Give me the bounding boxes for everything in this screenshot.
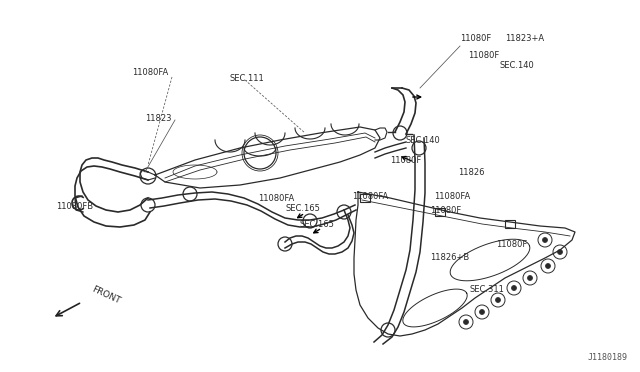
Bar	[505, 220, 515, 228]
Circle shape	[511, 285, 516, 291]
Text: SEC.311: SEC.311	[470, 285, 505, 295]
Text: 11080FA: 11080FA	[352, 192, 388, 201]
Text: SEC.111: SEC.111	[230, 74, 265, 83]
Circle shape	[557, 250, 563, 254]
Bar	[435, 208, 445, 216]
Text: 11823+A: 11823+A	[505, 33, 544, 42]
Circle shape	[545, 263, 550, 269]
Text: SEC.140: SEC.140	[500, 61, 535, 70]
Circle shape	[463, 320, 468, 324]
Text: SEC.165: SEC.165	[300, 219, 335, 228]
Text: 11823: 11823	[145, 113, 172, 122]
Bar	[360, 194, 370, 202]
Circle shape	[543, 237, 547, 243]
Text: 11080FA: 11080FA	[258, 193, 294, 202]
Text: 11080F: 11080F	[460, 33, 492, 42]
Text: 11080F: 11080F	[468, 51, 499, 60]
Text: 11826: 11826	[458, 167, 484, 176]
Text: J1180189: J1180189	[588, 353, 628, 362]
Text: 11080FA: 11080FA	[434, 192, 470, 201]
Text: 11080FA: 11080FA	[132, 67, 168, 77]
Text: FRONT: FRONT	[90, 285, 122, 305]
Text: 11080F: 11080F	[430, 205, 461, 215]
Text: 11826+B: 11826+B	[430, 253, 469, 263]
Text: 11080F: 11080F	[390, 155, 421, 164]
Text: 11080FB: 11080FB	[56, 202, 93, 211]
Text: SEC.165: SEC.165	[285, 203, 320, 212]
Text: SEC.140: SEC.140	[405, 135, 440, 144]
Circle shape	[495, 298, 500, 302]
Circle shape	[527, 276, 532, 280]
Circle shape	[479, 310, 484, 314]
Text: 11080F: 11080F	[496, 240, 527, 248]
